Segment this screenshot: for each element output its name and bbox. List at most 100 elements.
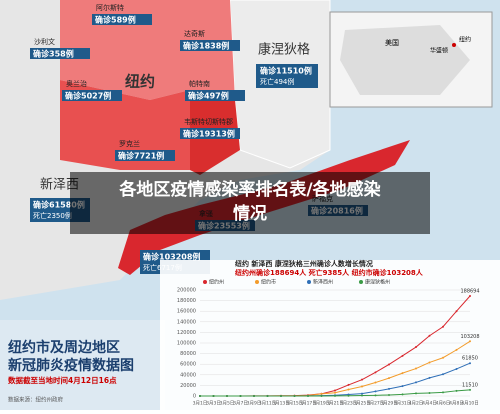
x-tick-label: 3月9日 [247, 401, 262, 407]
region-name: 阿尔斯特 [96, 3, 124, 12]
region-count: 确诊5027例 [65, 91, 111, 101]
nj-label: 新泽西 [40, 177, 79, 193]
legend-label: 纽约州 [209, 279, 224, 286]
point [469, 294, 471, 297]
point [320, 392, 323, 395]
region-name: 帕特南 [189, 79, 210, 88]
point [442, 391, 444, 394]
point [374, 371, 377, 374]
legend-label: 纽约市 [261, 279, 276, 286]
x-tick-label: 3月5日 [220, 401, 235, 407]
point [455, 367, 458, 370]
point [266, 394, 269, 397]
x-tick-label: 3月27日 [367, 401, 385, 407]
point [415, 392, 417, 395]
point [428, 361, 431, 364]
point [374, 381, 377, 384]
point [469, 340, 471, 343]
point [455, 310, 458, 313]
x-tick-label: 4月2日 [409, 401, 424, 407]
point [455, 348, 458, 351]
x-tick-label: 4月4日 [422, 401, 437, 407]
x-tick-label: 3月13日 [272, 401, 290, 407]
nj-count: 确诊61580例 [33, 200, 85, 210]
legend-swatch [359, 280, 363, 284]
point [415, 346, 417, 349]
ct-label: 康涅狄格 [258, 42, 310, 58]
x-tick-label: 3月11日 [259, 401, 277, 407]
count-box [92, 14, 152, 25]
point [428, 334, 431, 337]
x-tick-label: 3月31日 [394, 401, 412, 407]
region-count: 确诊1838例 [183, 41, 229, 51]
point [334, 391, 336, 394]
y-tick-label: 140000 [177, 319, 196, 325]
ct-death: 死亡494例 [260, 77, 294, 86]
point [320, 394, 323, 397]
count-box [185, 90, 245, 101]
overlay-band [70, 172, 430, 234]
end-label: 103208 [460, 334, 479, 340]
x-tick-label: 3月7日 [233, 401, 248, 407]
point [401, 354, 404, 357]
count-box [115, 150, 175, 161]
info-title1: 纽约市及周边地区 [8, 339, 120, 356]
point [361, 385, 363, 388]
inset-country: 美国 [385, 38, 399, 47]
point [415, 367, 417, 370]
y-tick-label: 100000 [177, 341, 196, 347]
legend-swatch [255, 280, 259, 284]
y-tick-label: 180000 [177, 298, 196, 304]
x-tick-label: 3月23日 [340, 401, 358, 407]
x-tick-label: 3月29日 [380, 401, 398, 407]
y-tick-label: 60000 [180, 362, 196, 368]
point [239, 395, 242, 397]
point [347, 383, 350, 386]
legend-label: 康涅狄格州 [365, 279, 390, 286]
end-label: 11510 [462, 382, 478, 388]
point [280, 394, 282, 397]
x-tick-label: 3月21日 [326, 401, 344, 407]
count-box [30, 48, 90, 59]
point [401, 385, 404, 388]
info-date: 数据截至当地时间4月12日16点 [8, 375, 117, 385]
point [388, 363, 390, 366]
end-label: 188694 [460, 288, 479, 294]
region-count: 确诊358例 [33, 49, 74, 59]
point [469, 388, 471, 391]
ny-label: 纽约 [125, 73, 155, 91]
point [442, 373, 444, 376]
ct-count: 确诊11510例 [260, 66, 312, 76]
point [226, 395, 228, 397]
point [388, 377, 390, 380]
x-tick-label: 4月8日 [449, 401, 464, 407]
x-tick-label: 3月1日 [193, 401, 208, 407]
overlay-title: 各地区疫情感染率排名表/各地感染 [118, 179, 380, 200]
point [293, 394, 296, 397]
legend-label: 新泽西州 [313, 279, 333, 286]
point [199, 395, 201, 397]
x-tick-label: 3月3日 [206, 401, 221, 407]
region-count: 确诊497例 [188, 91, 229, 101]
chart-subtitle: 纽约州确诊188694人 死亡9385人 纽约市确诊103208人 [235, 268, 424, 277]
y-tick-label: 40000 [180, 372, 196, 378]
point [347, 388, 350, 391]
point [442, 356, 444, 359]
region-name: 达奇斯 [184, 29, 205, 38]
point [334, 394, 336, 397]
y-tick-label: 160000 [177, 309, 196, 315]
x-tick-label: 3月17日 [299, 401, 317, 407]
nj-death: 死亡2350例 [33, 211, 72, 220]
y-tick-label: 0 [193, 394, 196, 400]
x-tick-label: 4月6日 [436, 401, 451, 407]
point [401, 393, 404, 396]
overlay-title: 情况 [233, 203, 267, 224]
x-tick-label: 4月10日 [461, 401, 479, 407]
y-tick-label: 200000 [177, 288, 196, 294]
region-count: 确诊19313例 [183, 129, 235, 139]
point [361, 378, 363, 381]
point [428, 391, 431, 394]
point [361, 392, 363, 395]
y-tick-label: 80000 [180, 351, 196, 357]
